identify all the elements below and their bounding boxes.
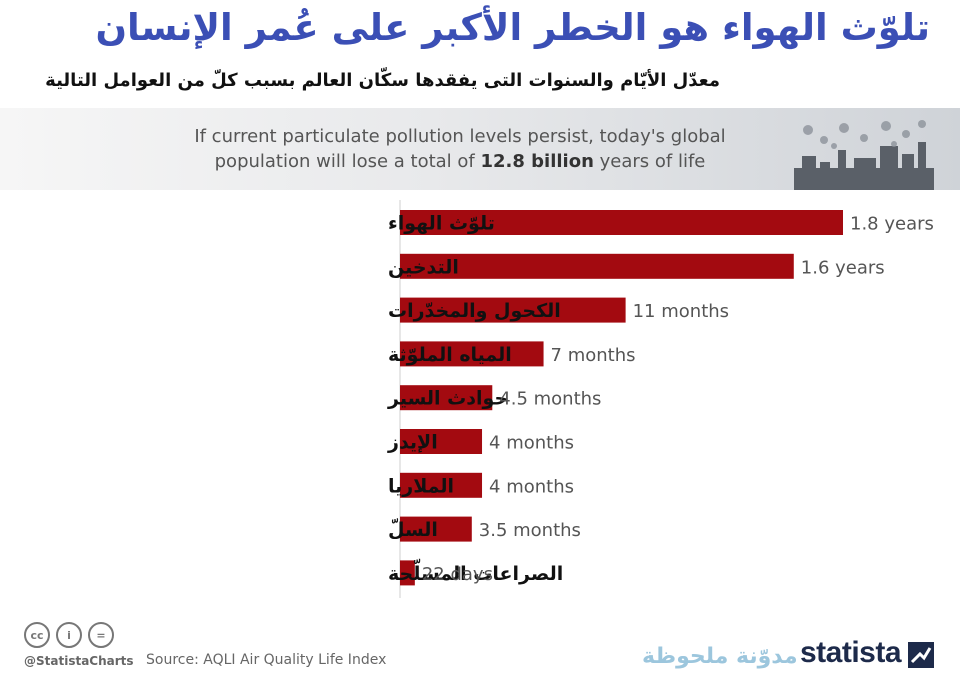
twitter-handle[interactable]: @StatistaCharts [24, 654, 134, 668]
category-label-5: الإيدز [387, 432, 438, 454]
bars-layer: تلوّث الهواء 1.8 years التدخين 1.6 years الك… [387, 210, 934, 586]
bar-2 [400, 297, 626, 323]
bar-5 [400, 429, 483, 454]
license-block: cc i = @StatistaCharts [24, 622, 134, 668]
banner-text: If current particulate pollution levels … [150, 124, 770, 174]
chart-subtitle: معدّل الأيّام والسنوات التى يفقدها سكّان… [45, 70, 720, 91]
statista-logo[interactable]: statista [800, 636, 902, 669]
bar-4 [400, 385, 493, 411]
data-label-7: 3.5 months [479, 520, 581, 541]
banner-highlight: 12.8 billion [480, 151, 594, 172]
data-label-6: 4 months [489, 476, 574, 497]
chart-title: تلوّث الهواء هو الخطر الأكبر على عُمر ال… [95, 6, 930, 49]
category-label-7: السلّ [388, 519, 438, 541]
bar-8 [400, 560, 415, 586]
bar-3 [400, 341, 544, 367]
banner-text-before: If current particulate pollution levels … [194, 126, 726, 172]
data-label-5: 4 months [489, 433, 574, 454]
data-label-4: 4.5 months [499, 389, 601, 410]
attribution-icon[interactable]: i [56, 622, 82, 648]
bar-6 [400, 472, 483, 498]
category-label-3: المياه الملوّثة [388, 344, 512, 366]
data-label-0: 1.8 years [850, 214, 934, 235]
banner-text-after: years of life [593, 151, 706, 172]
bar-1 [400, 253, 794, 279]
statista-logo-icon [908, 642, 934, 668]
cc-icon[interactable]: cc [24, 622, 50, 648]
city-pollution-icon [794, 120, 934, 190]
bar-chart: تلوّث الهواء 1.8 years التدخين 1.6 years الك… [387, 200, 934, 598]
no-derivatives-icon[interactable]: = [88, 622, 114, 648]
info-banner: If current particulate pollution levels … [0, 108, 960, 190]
data-label-2: 11 months [633, 301, 729, 322]
category-label-8: الصراعات المسلّحة [388, 560, 563, 585]
source-note: Source: AQLI Air Quality Life Index [146, 652, 387, 668]
blog-watermark: مدوّنة ملحوظة [642, 644, 798, 669]
category-label-6: الملاريا [388, 475, 454, 497]
data-label-8: 22 days [422, 564, 493, 585]
category-label-4: حوادث السير [387, 388, 508, 410]
bar-0 [400, 210, 843, 235]
data-label-1: 1.6 years [801, 257, 885, 278]
data-label-3: 7 months [551, 345, 636, 366]
category-label-0: تلوّث الهواء [388, 213, 495, 235]
category-label-2: الكحول والمخدّرات [388, 300, 561, 322]
bar-7 [400, 516, 472, 542]
category-label-1: التدخين [388, 256, 459, 278]
